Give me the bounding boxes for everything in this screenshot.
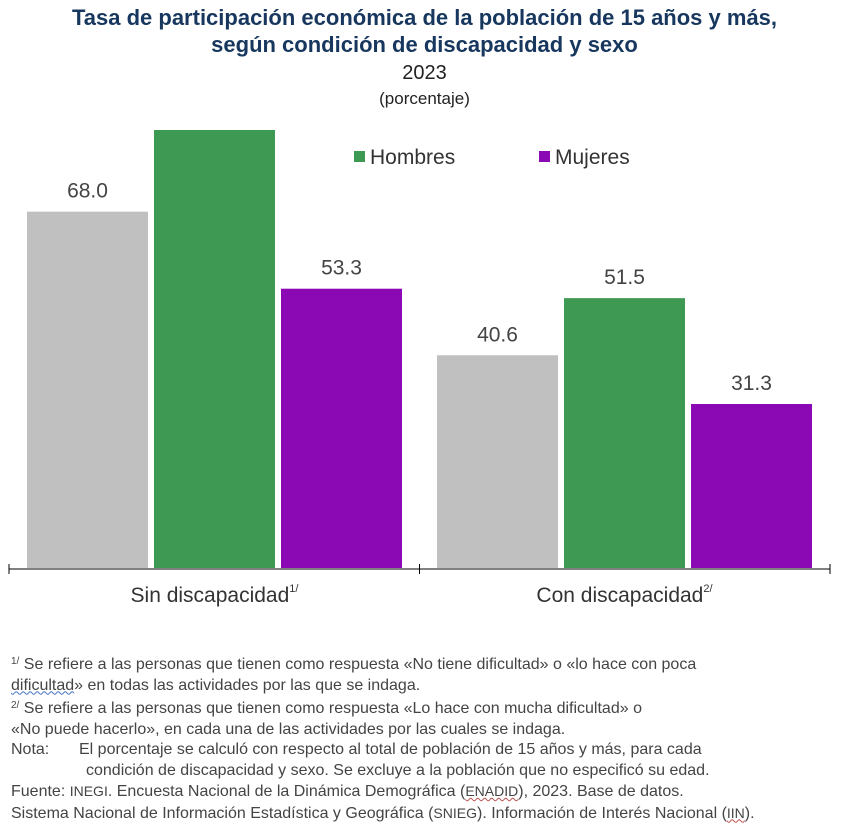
bar-sin-discapacidad-mujeres xyxy=(281,288,402,568)
footnotes: 1/ Se refiere a las personas que tienen … xyxy=(11,652,846,824)
nota-text-a: El porcentaje se calculó con respecto al… xyxy=(79,741,702,758)
fuente-enadid: ENADID xyxy=(465,783,519,799)
chart-unit: (porcentaje) xyxy=(379,89,470,108)
value-label-con-discapacidad-total: 40.6 xyxy=(477,323,518,346)
bar-con-discapacidad-total xyxy=(437,355,558,568)
bar-con-discapacidad-mujeres xyxy=(691,403,812,568)
nota: Nota: El porcentaje se calculó con respec… xyxy=(11,740,846,761)
bar-chart: TotalHombresMujeres68.084.153.340.651.53… xyxy=(8,130,831,607)
bar-con-discapacidad-hombres xyxy=(564,298,685,568)
category-note-marker: 2/ xyxy=(703,583,713,595)
value-label-con-discapacidad-mujeres: 31.3 xyxy=(731,372,772,395)
chart-title: Tasa de participación económica de la po… xyxy=(0,4,849,58)
footnote-2-cont: «No puede hacerlo», en cada una de las a… xyxy=(11,720,566,738)
sistema-text-c: ). xyxy=(744,804,755,822)
chart-title-line-1: Tasa de participación económica de la po… xyxy=(71,5,778,30)
footnote-2: 2/ Se refiere a las personas que tienen … xyxy=(11,696,846,720)
legend-swatch-mujeres xyxy=(539,151,550,162)
footnote-1-text-b: » en todas las actividades por las que s… xyxy=(74,676,421,694)
nota-cont: condición de discapacidad y sexo. Se exc… xyxy=(86,761,710,779)
footnote-1-cont: dificultad» en todas las actividades por… xyxy=(11,676,846,697)
sistema-text-a: Sistema Nacional de Información Estadíst… xyxy=(11,804,434,822)
chart-year: 2023 xyxy=(402,62,447,84)
category-label-con-discapacidad: Con discapacidad2/ xyxy=(536,583,713,607)
footnote-1-mark: 1/ xyxy=(11,656,20,667)
fuente-text-b: ), 2023. Base de datos. xyxy=(518,783,684,800)
legend-label-hombres: Hombres xyxy=(370,146,455,169)
fuente: Fuente: INEGI. Encuesta Nacional de la D… xyxy=(11,781,846,803)
sistema-text-b: ). Información de Interés Nacional ( xyxy=(477,804,727,822)
category-label-text: Con discapacidad xyxy=(536,584,703,607)
legend-swatch-hombres xyxy=(354,151,365,162)
fuente-text-a: . Encuesta Nacional de la Dinámica Demog… xyxy=(107,783,466,800)
chart-title-line-2: según condición de discapacidad y sexo xyxy=(211,32,638,57)
category-label-text: Sin discapacidad xyxy=(131,584,290,607)
value-label-con-discapacidad-hombres: 51.5 xyxy=(604,266,645,289)
category-note-marker: 1/ xyxy=(289,583,299,595)
category-label-sin-discapacidad: Sin discapacidad1/ xyxy=(131,583,300,607)
legend-label-mujeres: Mujeres xyxy=(555,146,630,169)
value-label-sin-discapacidad-total: 68.0 xyxy=(67,180,108,203)
nota-label: Nota: xyxy=(11,741,50,758)
bar-sin-discapacidad-hombres xyxy=(154,130,275,568)
footnote-1: 1/ Se refiere a las personas que tienen … xyxy=(11,652,846,676)
sistema-snieg: SNIEG xyxy=(433,804,477,821)
footnote-1-word: dificultad xyxy=(11,676,75,694)
sistema: Sistema Nacional de Información Estadíst… xyxy=(11,803,846,825)
bar-sin-discapacidad-total xyxy=(27,211,148,568)
footnote-2-mark: 2/ xyxy=(11,700,20,711)
value-label-sin-discapacidad-mujeres: 53.3 xyxy=(321,257,362,280)
footnote-2-text-a: Se refiere a las personas que tienen com… xyxy=(23,700,642,717)
sistema-iin: IIN xyxy=(726,804,745,821)
footnote-1-text-a: Se refiere a las personas que tienen com… xyxy=(23,656,697,673)
fuente-label: Fuente: xyxy=(11,783,66,800)
fuente-inegi: INEGI xyxy=(69,783,108,799)
